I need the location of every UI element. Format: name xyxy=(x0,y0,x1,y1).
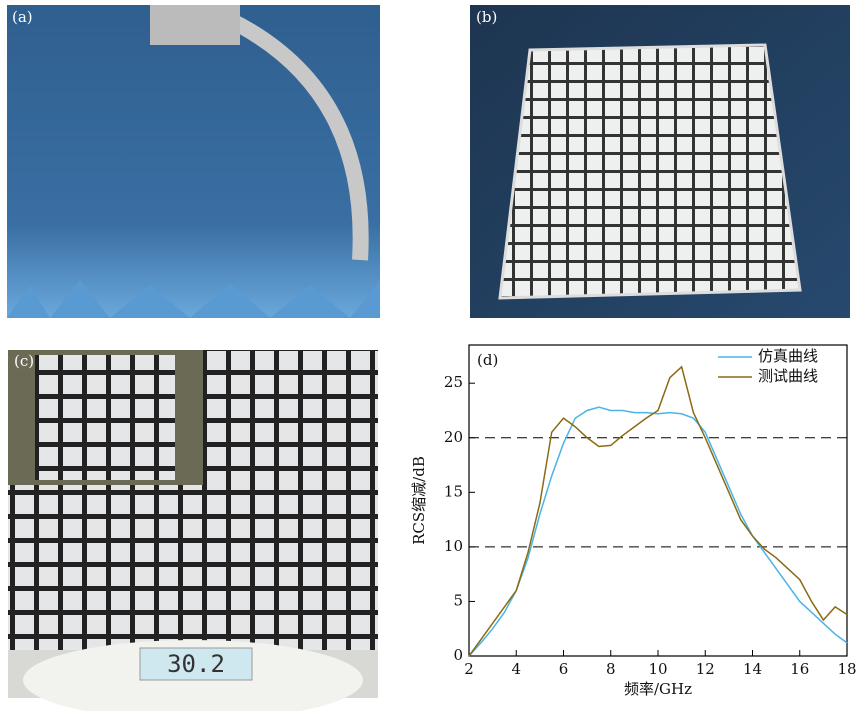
y-tick-label: 20 xyxy=(444,428,463,446)
y-tick-label: 5 xyxy=(453,591,463,609)
x-tick-label: 6 xyxy=(559,660,569,678)
photo-c: 30.2 (c) xyxy=(8,350,378,711)
panel-label: (b) xyxy=(476,8,497,26)
x-tick-label: 16 xyxy=(790,660,809,678)
y-tick-label: 25 xyxy=(444,373,463,391)
x-tick-label: 14 xyxy=(743,660,762,678)
legend-label: 测试曲线 xyxy=(758,367,818,385)
y-axis-label: RCS缩减/dB xyxy=(410,456,428,545)
x-tick-label: 12 xyxy=(696,660,715,678)
photo-a: (a) xyxy=(7,5,380,318)
y-tick-label: 0 xyxy=(453,646,463,664)
legend-label: 仿真曲线 xyxy=(758,347,818,365)
x-tick-label: 4 xyxy=(511,660,521,678)
x-tick-label: 2 xyxy=(464,660,474,678)
chart: 2 4 6 8 10 12 14 16 18 0 5 10 15 20 25 频率/GHz RCS缩减/dB (d… xyxy=(410,345,857,698)
plot-frame xyxy=(469,345,847,656)
x-axis-label: 频率/GHz xyxy=(624,680,692,698)
figure: (a) (b) 30.2 (c) 24681012141618051015202… xyxy=(0,0,858,711)
y-tick-label: 15 xyxy=(444,482,463,500)
series-line xyxy=(469,367,847,656)
photo-b: (b) xyxy=(470,5,850,318)
x-tick-label: 10 xyxy=(648,660,667,678)
series-line xyxy=(469,407,847,656)
panel-label: (d) xyxy=(477,351,498,369)
panel-label: (c) xyxy=(14,352,34,370)
scale-reading: 30.2 xyxy=(167,650,225,678)
y-tick-label: 10 xyxy=(444,537,463,555)
panel-label: (a) xyxy=(12,8,33,26)
x-tick-label: 8 xyxy=(606,660,616,678)
x-tick-label: 18 xyxy=(837,660,856,678)
